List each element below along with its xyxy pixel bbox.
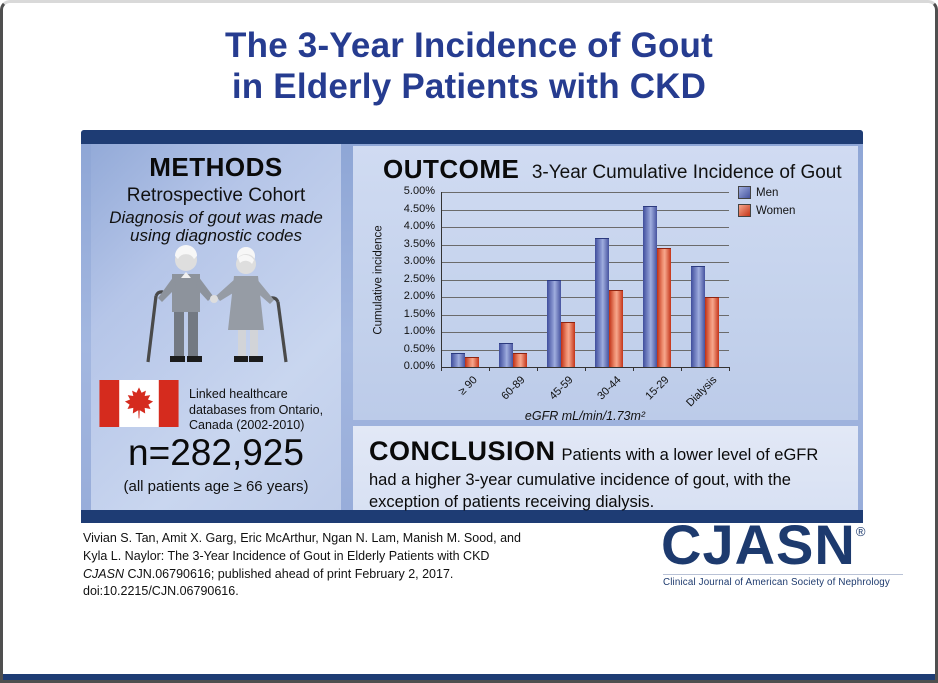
chart-y-axis-title: Cumulative incidence (373, 224, 385, 335)
legend-swatch-women (738, 204, 751, 217)
y-tick-label: 3.00% (403, 255, 435, 267)
cjasn-logo-letters: CJASN (661, 513, 856, 576)
conclusion-panel: CONCLUSION Patients with a lower level of… (353, 426, 858, 511)
data-source-text: Linked healthcare databases from Ontario… (189, 387, 324, 433)
bar-men-≥ 90 (451, 353, 465, 367)
x-axis-tick (489, 367, 490, 371)
methods-heading: METHODS (149, 152, 283, 182)
logo-rule (663, 574, 903, 575)
bottom-navy-strip (3, 674, 935, 680)
canada-flag-icon (99, 380, 179, 427)
x-tick-label: 60-89 (499, 374, 528, 403)
methods-panel: METHODS Retrospective Cohort Diagnosis o… (91, 144, 341, 510)
outcome-subtitle: 3-Year Cumulative Incidence of Gout (531, 162, 842, 183)
gridline (441, 279, 729, 281)
conclusion-text: Patients with a lower level of eGFR had … (369, 446, 819, 511)
bottom-divider-bar (81, 510, 863, 523)
legend-swatch-men (738, 186, 751, 199)
chart-legend: Men Women (738, 186, 795, 222)
cjasn-logo: CJASN® Clinical Journal of American Soci… (661, 517, 923, 588)
x-axis-tick (585, 367, 586, 371)
x-axis-tick (729, 367, 730, 371)
chart-y-axis-title-strip: Cumulative incidence (371, 192, 387, 367)
chart-x-axis-title: eGFR mL/min/1.73m² (524, 409, 646, 423)
gridline (441, 227, 729, 228)
y-tick-label: 0.50% (403, 342, 435, 355)
citation-authors: Vivian S. Tan, Amit X. Garg, Eric McArth… (83, 531, 521, 563)
bar-women-30-44 (609, 290, 623, 367)
conclusion-heading: CONCLUSION (369, 436, 556, 466)
methods-detail: Diagnosis of gout was made using diagnos… (109, 208, 323, 246)
y-tick-label: 2.50% (403, 272, 435, 285)
x-axis-tick (441, 367, 442, 371)
bar-men-45-59 (547, 279, 561, 367)
page-title: The 3-Year Incidence of Gout in Elderly … (3, 25, 935, 108)
sample-size: n=282,925 (128, 432, 304, 473)
y-tick-label: 1.00% (403, 325, 435, 337)
x-tick-label: 15-29 (643, 374, 672, 403)
x-tick-label: ≥ 90 (455, 374, 480, 398)
y-tick-label: 4.00% (403, 220, 435, 232)
page-title-line1: The 3-Year Incidence of Gout (225, 26, 713, 65)
gridline (441, 244, 729, 246)
y-axis-line (441, 192, 442, 367)
bar-men-60-89 (499, 342, 513, 367)
elderly-couple-icon (146, 245, 288, 363)
x-tick-label: 30-44 (595, 374, 624, 403)
x-tick-label: 45-59 (547, 374, 576, 403)
bar-men-30-44 (595, 237, 609, 367)
y-tick-label: 4.50% (403, 202, 435, 215)
gridline (441, 297, 729, 298)
bar-women-Dialysis (705, 297, 719, 367)
x-axis-tick (537, 367, 538, 371)
sample-size-note: (all patients age ≥ 66 years) (123, 478, 309, 495)
logo-tagline: Clinical Journal of American Society of … (663, 577, 890, 588)
page-title-line2: in Elderly Patients with CKD (231, 67, 707, 107)
gridline (441, 192, 729, 193)
bar-women-≥ 90 (465, 356, 479, 367)
legend-label-men: Men (756, 186, 779, 199)
y-tick-label: 1.50% (403, 307, 435, 320)
x-tick-label: Dialysis (684, 374, 720, 410)
gridline (441, 349, 729, 351)
bar-women-60-89 (513, 353, 527, 367)
bar-women-15-29 (657, 248, 671, 367)
gridline (441, 209, 729, 211)
top-divider-bar (81, 130, 863, 144)
citation-details: CJN.06790616; published ahead of print F… (83, 566, 454, 599)
x-axis-tick (633, 367, 634, 371)
conclusion-paragraph: CONCLUSION Patients with a lower level of… (369, 434, 844, 514)
bar-women-45-59 (561, 321, 575, 367)
citation-journal: CJASN (83, 566, 124, 581)
data-source-row: Linked healthcare databases from Ontario… (99, 380, 337, 434)
y-tick-label: 2.00% (403, 290, 435, 302)
bar-men-Dialysis (691, 265, 705, 367)
legend-label-women: Women (756, 204, 796, 217)
outcome-header: OUTCOME 3-Year Cumulative Incidence of G… (383, 154, 842, 185)
legend-item-men: Men (738, 186, 795, 199)
y-tick-label: 0.00% (403, 360, 435, 372)
x-axis-tick (681, 367, 682, 371)
gridline (441, 314, 729, 316)
y-tick-label: 5.00% (403, 185, 435, 197)
y-tick-label: 3.50% (403, 237, 435, 250)
outcome-panel: OUTCOME 3-Year Cumulative Incidence of G… (353, 146, 858, 423)
methods-subheading: Retrospective Cohort (126, 185, 306, 206)
bar-men-15-29 (643, 206, 657, 367)
content-box: METHODS Retrospective Cohort Diagnosis o… (81, 130, 863, 523)
citation: Vivian S. Tan, Amit X. Garg, Eric McArth… (83, 530, 521, 601)
outcome-heading: OUTCOME (383, 154, 520, 184)
legend-item-women: Women (738, 204, 795, 217)
gridline (441, 332, 729, 333)
cjasn-logo-text: CJASN® (661, 517, 923, 573)
gridline (441, 262, 729, 263)
bar-chart: Cumulative incidence eGFR mL/min/1.73m² … (373, 185, 837, 423)
registered-mark: ® (855, 524, 866, 539)
